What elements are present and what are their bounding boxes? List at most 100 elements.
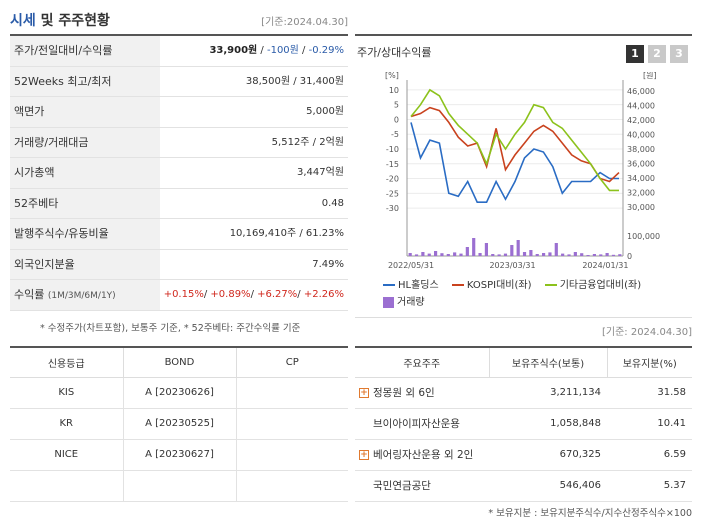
chart-tab-2[interactable]: 2 <box>648 45 666 63</box>
shares-cell: 3,211,134 <box>489 377 607 409</box>
volume-bar <box>421 252 425 256</box>
right-axis-tick: 36,000 <box>627 159 655 168</box>
row-value: +0.15%/ +0.89%/ +6.27%/ +2.26% <box>163 289 344 300</box>
row-label: 주가/전일대비/수익률 <box>10 36 160 66</box>
row-value: 10,169,410주 / 61.23% <box>229 228 344 239</box>
chart-tab-1[interactable]: 1 <box>626 45 644 63</box>
bond-cell: A [20230627] <box>122 439 236 471</box>
volume-bar <box>611 254 616 256</box>
table-header-row: 주요주주 보유주식수(보통) 보유지분(%) <box>355 347 692 378</box>
volume-bar <box>497 254 501 256</box>
pct-cell: 10.41 <box>607 408 692 440</box>
volume-bar <box>434 251 438 256</box>
bond-cell: A [20230626] <box>122 377 236 409</box>
left-axis-tick: 10 <box>389 86 399 95</box>
section-header: 시세 및 주주현황 [기준:2024.04.30] <box>10 10 348 34</box>
left-axis-tick: -15 <box>386 160 399 169</box>
right-axis-tick: 30,000 <box>627 203 655 212</box>
table-row: + 베어링자산운용 외 2인 670,325 6.59 <box>355 439 692 471</box>
right-axis-tick: 44,000 <box>627 102 655 111</box>
legend-item: HL홀딩스 <box>383 276 439 291</box>
agency-cell: NICE <box>10 439 123 471</box>
volume-bar <box>414 254 419 256</box>
volume-bar <box>516 240 520 256</box>
return-1y: +2.26% <box>303 289 344 300</box>
cp-cell <box>235 439 348 471</box>
volume-bar <box>554 243 558 256</box>
cp-cell <box>235 377 348 409</box>
volume-bar <box>592 254 596 256</box>
table-row: + 정몽원 외 6인 3,211,134 31.58 <box>355 377 692 409</box>
series-line <box>410 122 619 203</box>
snapshot-row: 52주베타 0.48 <box>10 188 348 219</box>
holder-name-cell: 국민연금공단 <box>355 470 489 502</box>
bond-cell: A [20230525] <box>122 408 236 440</box>
row-value: 5,512주 / 2억원 <box>271 136 344 148</box>
volume-bar <box>510 245 514 256</box>
volume-axis-tick: 100,000 <box>627 232 660 241</box>
table-row: KR A [20230525] <box>10 408 348 440</box>
snapshot-row: 발행주식수/유동비율 10,169,410주 / 61.23% <box>10 219 348 250</box>
expand-plus-icon[interactable]: + <box>359 388 369 398</box>
left-axis-tick: 5 <box>394 101 399 110</box>
table-header-row: 신용등급 BOND CP <box>10 347 348 378</box>
chart-legend: HL홀딩스 KOSPI대비(좌) 기타금융업대비(좌) 거래량 <box>383 276 683 310</box>
right-axis-tick: 42,000 <box>627 116 655 125</box>
row-label: 액면가 <box>10 97 160 127</box>
column-header: CP <box>235 347 348 378</box>
row-value: 33,900원 / -100원 / -0.29% <box>209 45 344 56</box>
current-price: 33,900원 <box>209 45 258 56</box>
shares-cell: 1,058,848 <box>489 408 607 440</box>
volume-bar <box>529 250 533 256</box>
table-row: KIS A [20230626] <box>10 377 348 409</box>
agency-cell <box>10 470 123 502</box>
price-change: -100원 <box>266 45 299 56</box>
row-value: 5,000원 <box>306 106 344 117</box>
row-label: 시가총액 <box>10 158 160 188</box>
snapshot-row: 외국인지분율 7.49% <box>10 249 348 280</box>
snapshot-row: 주가/전일대비/수익률 33,900원 / -100원 / -0.29% <box>10 36 348 67</box>
volume-bar <box>472 238 476 256</box>
right-axis-tick: 38,000 <box>627 145 655 154</box>
volume-bar <box>599 254 603 256</box>
volume-bar <box>548 252 552 256</box>
snapshot-row: 액면가 5,000원 <box>10 97 348 128</box>
chart-tab-3[interactable]: 3 <box>670 45 688 63</box>
volume-bar <box>503 253 508 256</box>
volume-bar <box>459 253 463 256</box>
holder-name-cell: + 정몽원 외 6인 <box>355 377 489 409</box>
agency-cell: KR <box>10 408 123 440</box>
return-6m: +6.27% <box>257 289 298 300</box>
row-value: 3,447억원 <box>296 167 344 178</box>
left-axis-tick: -30 <box>386 204 399 213</box>
credit-rating-table: 신용등급 BOND CP KIS A [20230626] KR A [2023… <box>10 346 348 502</box>
left-axis-tick: -25 <box>386 189 399 198</box>
holders-base-date: [기준: 2024.04.30] <box>601 327 692 338</box>
volume-bar <box>573 252 577 256</box>
shares-cell: 546,406 <box>489 470 607 502</box>
expand-plus-icon[interactable]: + <box>359 450 369 460</box>
table-row: NICE A [20230627] <box>10 439 348 471</box>
bond-cell <box>122 470 236 502</box>
row-value: 38,500원 / 31,400원 <box>245 75 344 87</box>
row-value: 0.48 <box>321 197 344 209</box>
volume-bar <box>465 247 469 256</box>
volume-bar <box>522 252 527 256</box>
left-axis-tick: -20 <box>386 175 399 184</box>
snapshot-row: 수익률 (1M/3M/6M/1Y) +0.15%/ +0.89%/ +6.27%… <box>10 280 348 311</box>
cp-cell <box>235 470 348 502</box>
row-label: 외국인지분율 <box>10 249 160 279</box>
right-axis-tick: 46,000 <box>627 87 655 96</box>
pct-cell: 5.37 <box>607 470 692 502</box>
table-row: 국민연금공단 546,406 5.37 <box>355 470 692 502</box>
legend-item: 기타금융업대비(좌) <box>544 276 641 291</box>
volume-bar <box>491 254 495 256</box>
row-label: 발행주식수/유동비율 <box>10 219 160 249</box>
volume-bar <box>478 253 482 256</box>
column-header: 보유지분(%) <box>606 347 692 378</box>
volume-bar <box>618 254 622 256</box>
agency-cell: KIS <box>10 377 123 409</box>
left-axis-tick: -10 <box>386 145 399 154</box>
snapshot-row: 시가총액 3,447억원 <box>10 158 348 189</box>
volume-bar <box>567 254 571 256</box>
